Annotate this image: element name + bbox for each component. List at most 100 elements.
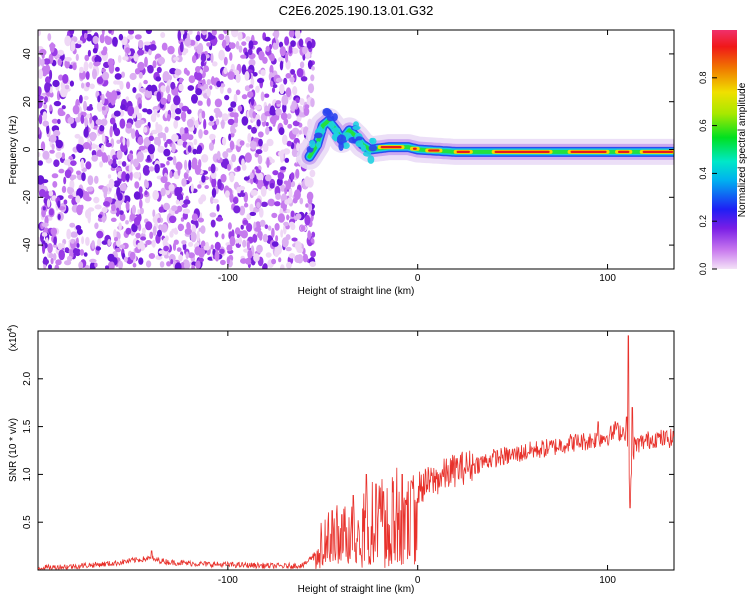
noise-blob	[169, 170, 173, 179]
noise-blob	[183, 199, 191, 205]
noise-blob	[252, 111, 256, 119]
noise-blob	[247, 48, 253, 56]
noise-blob	[187, 85, 195, 91]
noise-blob	[72, 104, 80, 115]
noise-blob	[142, 165, 150, 176]
noise-blob	[57, 49, 65, 56]
noise-blob	[295, 168, 300, 179]
noise-blob	[157, 137, 161, 147]
noise-blob	[49, 42, 55, 53]
noise-blob	[52, 79, 60, 88]
ridge-clump	[326, 111, 334, 116]
noise-blob	[299, 61, 305, 69]
noise-blob	[152, 209, 156, 218]
noise-blob	[55, 139, 64, 149]
noise-blob	[157, 229, 162, 237]
noise-blob	[160, 187, 166, 197]
noise-blob	[221, 233, 225, 240]
noise-blob	[183, 67, 188, 75]
noise-blob	[274, 223, 280, 231]
noise-blob	[87, 175, 94, 186]
noise-blob	[241, 64, 247, 75]
noise-blob	[127, 30, 135, 35]
noise-blob	[221, 113, 229, 122]
noise-blob	[84, 196, 92, 202]
noise-blob	[125, 200, 130, 211]
noise-blob	[249, 203, 254, 212]
noise-blob	[252, 233, 258, 243]
noise-blob	[205, 241, 210, 250]
ridge-clump	[360, 144, 366, 152]
noise-blob	[101, 145, 105, 153]
noise-blob	[274, 201, 281, 207]
noise-blob	[190, 183, 194, 193]
noise-blob	[186, 118, 194, 128]
noise-blob	[152, 225, 157, 236]
noise-blob	[49, 104, 53, 112]
noise-blob	[237, 31, 243, 41]
noise-blob	[38, 175, 45, 185]
noise-blob	[275, 243, 282, 255]
noise-blob	[214, 241, 221, 251]
colorbar-tick-label: 0.2	[698, 215, 708, 228]
noise-blob	[310, 74, 315, 82]
noise-blob	[45, 76, 51, 84]
noise-blob	[133, 52, 139, 62]
noise-blob	[242, 239, 247, 248]
noise-blob	[279, 83, 285, 95]
noise-blob	[144, 197, 151, 204]
noise-blob	[283, 221, 289, 227]
noise-blob	[187, 145, 192, 153]
noise-blob	[95, 246, 102, 251]
noise-blob	[144, 190, 148, 196]
noise-blob	[198, 197, 204, 205]
noise-blob	[161, 42, 168, 51]
noise-blob	[143, 126, 148, 133]
noise-blob	[212, 61, 218, 67]
noise-blob	[178, 77, 184, 84]
noise-blob	[220, 259, 226, 266]
noise-blob	[254, 105, 262, 110]
noise-blob	[281, 94, 289, 106]
x-tick-label: -100	[218, 575, 238, 586]
noise-blob	[269, 115, 277, 125]
noise-blob	[53, 159, 60, 167]
noise-blob	[113, 127, 121, 137]
noise-blob	[139, 199, 143, 209]
noise-blob	[276, 177, 283, 186]
noise-blob	[126, 34, 134, 40]
noise-blob	[290, 40, 296, 47]
noise-blob	[42, 111, 48, 121]
y-tick-label: -40	[22, 237, 33, 252]
noise-blob	[210, 196, 214, 204]
noise-blob	[88, 61, 93, 69]
noise-blob	[194, 120, 199, 129]
noise-blob	[216, 80, 222, 88]
noise-blob	[179, 199, 184, 206]
noise-blob	[179, 41, 184, 53]
noise-blob	[110, 90, 118, 102]
colorbar: 0.0 0.2 0.4 0.6 0.8 Normalized spectral ampl…	[698, 30, 748, 275]
noise-blob	[222, 39, 227, 49]
noise-blob	[134, 68, 140, 75]
noise-blob	[67, 255, 73, 262]
colorbar-gradient	[712, 30, 737, 269]
noise-blob	[150, 240, 156, 246]
noise-blob	[170, 81, 176, 90]
noise-blob	[166, 139, 173, 144]
noise-blob	[286, 140, 292, 147]
noise-blob	[118, 222, 122, 231]
noise-blob	[271, 241, 279, 247]
noise-blob	[291, 148, 298, 157]
noise-blob	[186, 169, 190, 174]
noise-blob	[85, 81, 91, 88]
noise-blob	[272, 84, 278, 89]
noise-blob	[157, 217, 161, 223]
noise-blob	[137, 112, 143, 120]
noise-blob	[83, 127, 89, 138]
noise-blob	[284, 157, 290, 163]
noise-blob	[145, 30, 152, 35]
noise-blob	[135, 129, 139, 138]
noise-blob	[123, 256, 128, 263]
